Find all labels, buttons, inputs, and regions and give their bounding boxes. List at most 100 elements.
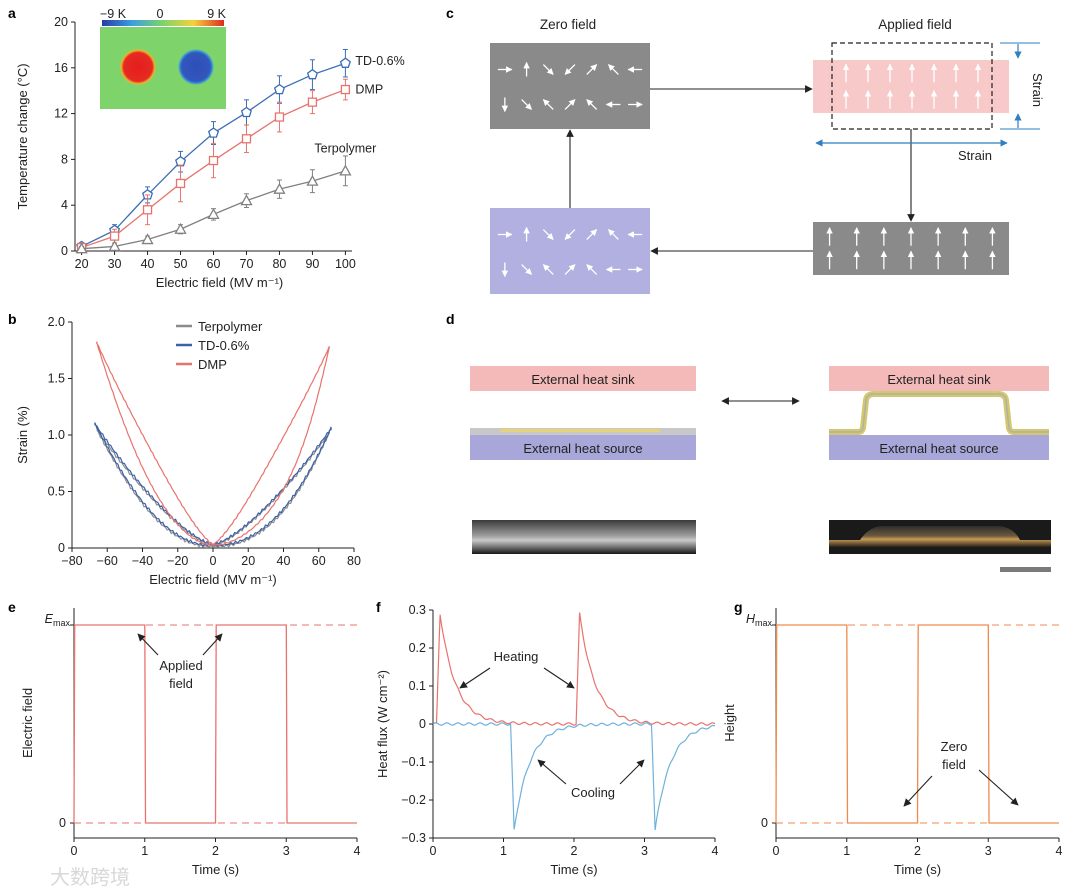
legend-label: Terpolymer <box>198 319 263 334</box>
y-tick-label: −0.2 <box>401 793 426 807</box>
annotation-line2: field <box>169 676 193 691</box>
film-bulged <box>829 391 1049 435</box>
data-point <box>273 182 286 194</box>
heating-arrow <box>543 667 575 689</box>
y-zero-label: 0 <box>761 816 768 830</box>
data-point <box>208 155 219 166</box>
data-point <box>241 134 252 144</box>
y-tick-label: −0.3 <box>401 831 426 845</box>
panel-label-b: b <box>8 311 17 327</box>
panel-label-e: e <box>8 599 16 615</box>
y-max-label: Hmax <box>746 612 773 628</box>
zero-field-box <box>490 43 650 129</box>
x-tick-label: −40 <box>132 554 153 568</box>
x-tick-label: 20 <box>241 554 255 568</box>
heat-sink-right-label: External heat sink <box>887 372 991 387</box>
dipole <box>608 229 619 240</box>
data-point <box>207 127 220 138</box>
x-tick-label: 2 <box>212 844 219 858</box>
data-point <box>175 178 186 189</box>
heat-sink-left <box>470 366 696 391</box>
heat-flux-line <box>432 722 716 831</box>
x-tick-label: 3 <box>641 844 648 858</box>
series-label: DMP <box>355 83 383 97</box>
y-tick-label: 16 <box>54 61 68 75</box>
x-tick-label: 0 <box>773 844 780 858</box>
dipole <box>564 99 576 110</box>
electrode-flat <box>500 429 660 432</box>
y-tick-label: 1.0 <box>48 428 65 442</box>
dipole-arrows <box>497 61 996 278</box>
colorbar-max-label: 9 K <box>207 7 226 21</box>
colorbar <box>102 20 224 26</box>
x-tick-label: 3 <box>283 844 290 858</box>
x-tick-label: 1 <box>843 844 850 858</box>
data-point <box>108 240 121 252</box>
film-bulged-edge <box>829 393 1049 433</box>
dipole <box>586 229 598 240</box>
y-tick-label: 0 <box>419 717 426 731</box>
panel-label-g: g <box>734 599 743 615</box>
panel-label-a: a <box>8 5 16 21</box>
y-tick-label: −0.1 <box>401 755 426 769</box>
heating-arrow <box>459 667 491 689</box>
y-tick-label: 0.5 <box>48 485 65 499</box>
legend-label: TD-0.6% <box>198 338 250 353</box>
data-point <box>142 205 153 215</box>
colorbar-min-label: −9 K <box>100 7 127 21</box>
series-label: Terpolymer <box>314 142 376 156</box>
x-tick-label: 60 <box>207 257 221 271</box>
data-point <box>207 208 220 220</box>
x-tick-label: 80 <box>347 554 361 568</box>
x-tick-label: 80 <box>272 257 286 271</box>
dipole <box>542 99 554 110</box>
panel-label-f: f <box>376 599 381 615</box>
y-tick-label: 0.2 <box>409 641 426 655</box>
dipole <box>564 229 576 240</box>
photo-flat-film <box>472 520 696 554</box>
applied-field-box <box>813 60 1009 113</box>
y-axis-label: Electric field <box>20 688 35 758</box>
dipole <box>608 64 619 75</box>
x-tick-label: 0 <box>430 844 437 858</box>
y-tick-label: 0 <box>58 541 65 555</box>
x-tick-label: 3 <box>985 844 992 858</box>
strain-vertical-label: Strain <box>1030 73 1045 107</box>
x-axis-label: Electric field (MV m⁻¹) <box>156 275 283 290</box>
x-tick-label: −60 <box>97 554 118 568</box>
panel-label-d: d <box>446 311 455 327</box>
data-point <box>240 194 253 206</box>
dipole <box>586 99 598 110</box>
dipole <box>586 264 598 275</box>
x-tick-label: 90 <box>305 257 319 271</box>
x-tick-label: 4 <box>1056 844 1063 858</box>
y-zero-label: 0 <box>59 816 66 830</box>
dipole <box>542 229 554 240</box>
y-axis-label: Strain (%) <box>15 406 30 464</box>
annotation-line1: Zero <box>941 739 968 754</box>
data-point <box>307 97 318 107</box>
x-axis-label: Time (s) <box>192 862 239 877</box>
data-point <box>306 174 319 186</box>
zero-field-title: Zero field <box>540 17 596 32</box>
x-tick-label: 30 <box>108 257 122 271</box>
y-tick-label: 0.1 <box>409 679 426 693</box>
legend-label: DMP <box>198 357 227 372</box>
data-point <box>340 84 351 95</box>
x-tick-label: 2 <box>571 844 578 858</box>
x-tick-label: 60 <box>312 554 326 568</box>
photo-bulged-shape <box>829 526 1051 548</box>
heat-sink-right <box>829 366 1049 391</box>
heat-flux-line <box>432 612 716 726</box>
cooling-label: Cooling <box>571 785 615 800</box>
cooled-box <box>490 208 650 294</box>
x-tick-label: 4 <box>712 844 719 858</box>
y-tick-label: 2.0 <box>48 315 65 329</box>
signal-line <box>73 624 357 824</box>
data-point <box>306 68 318 80</box>
panel-f-chart: 0 1 2 3 4 −0.3 −0.2 −0.1 0 0.1 0.2 0.3 Time (s) Heat … <box>375 603 719 877</box>
y-tick-label: 12 <box>54 107 68 121</box>
x-tick-label: 1 <box>141 844 148 858</box>
heat-source-right-label: External heat source <box>879 441 998 456</box>
annotation-arrow <box>978 769 1019 806</box>
